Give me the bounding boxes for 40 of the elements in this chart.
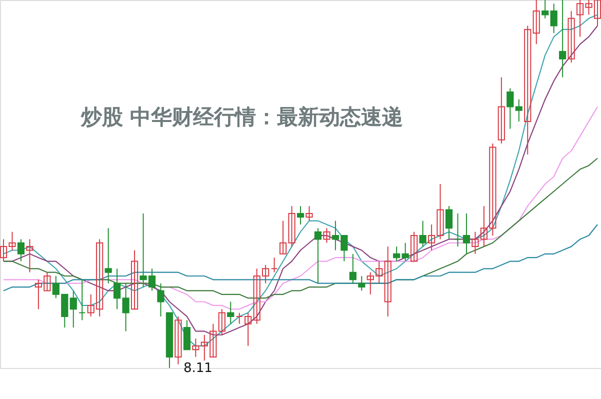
candlestick bbox=[506, 88, 514, 130]
candlestick bbox=[349, 253, 356, 284]
candlestick bbox=[227, 301, 234, 324]
candlestick bbox=[358, 276, 366, 292]
text: 炒股 中华财经行情：最新动态速递 bbox=[80, 105, 404, 129]
candlestick bbox=[462, 212, 470, 254]
candlestick bbox=[26, 238, 34, 273]
candlestick bbox=[192, 338, 200, 358]
candlestick bbox=[70, 290, 77, 328]
candlestick bbox=[524, 25, 532, 156]
candlestick bbox=[183, 320, 190, 350]
candlestick bbox=[236, 312, 243, 324]
candlestick bbox=[445, 206, 453, 240]
candlestick bbox=[17, 238, 25, 262]
candlestick bbox=[498, 76, 505, 144]
candlestick bbox=[550, 3, 558, 34]
candlestick bbox=[244, 312, 252, 346]
candlestick bbox=[157, 282, 164, 317]
candlestick bbox=[270, 257, 278, 273]
candlestick bbox=[542, 0, 549, 19]
annotation: 8.11 bbox=[183, 361, 212, 376]
candlestick bbox=[454, 212, 462, 248]
candlestick bbox=[314, 228, 322, 284]
candlestick bbox=[384, 246, 392, 317]
candlestick bbox=[532, 0, 540, 45]
candlestick bbox=[296, 206, 304, 225]
candlestick bbox=[174, 316, 182, 365]
candlestick bbox=[130, 250, 138, 310]
candlestick bbox=[393, 246, 400, 262]
candlestick bbox=[104, 228, 112, 284]
candlestick bbox=[218, 308, 226, 336]
candlestick bbox=[78, 279, 86, 321]
candlestick bbox=[323, 228, 330, 244]
candlestick bbox=[515, 98, 522, 122]
candlestick bbox=[410, 231, 418, 262]
candlestick bbox=[568, 10, 575, 64]
candlestick bbox=[559, 0, 566, 78]
candlestick bbox=[419, 220, 426, 248]
candlestick bbox=[306, 206, 313, 222]
candlestick bbox=[402, 242, 409, 262]
